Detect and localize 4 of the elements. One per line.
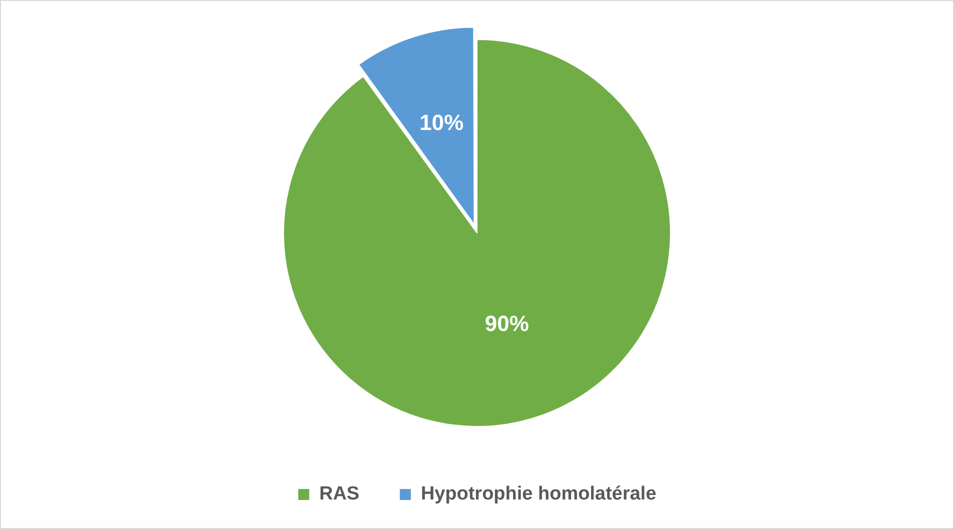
data-label: 90% <box>484 311 529 336</box>
legend-label: RAS <box>319 484 360 505</box>
data-label: 10% <box>420 110 464 135</box>
legend-label: Hypotrophie homolatérale <box>420 484 656 505</box>
